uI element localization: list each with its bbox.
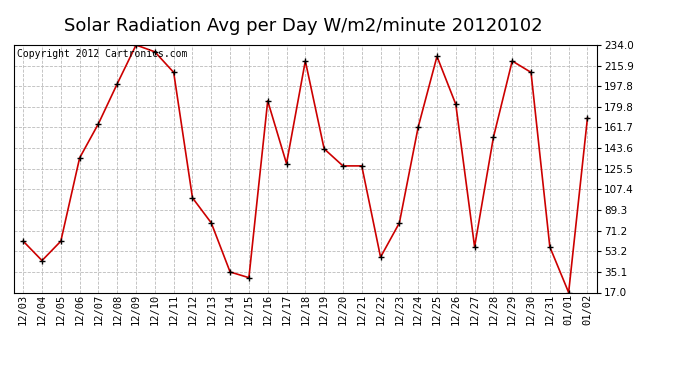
Text: Solar Radiation Avg per Day W/m2/minute 20120102: Solar Radiation Avg per Day W/m2/minute … bbox=[64, 17, 543, 35]
Text: Copyright 2012 Cartronics.com: Copyright 2012 Cartronics.com bbox=[17, 49, 187, 59]
